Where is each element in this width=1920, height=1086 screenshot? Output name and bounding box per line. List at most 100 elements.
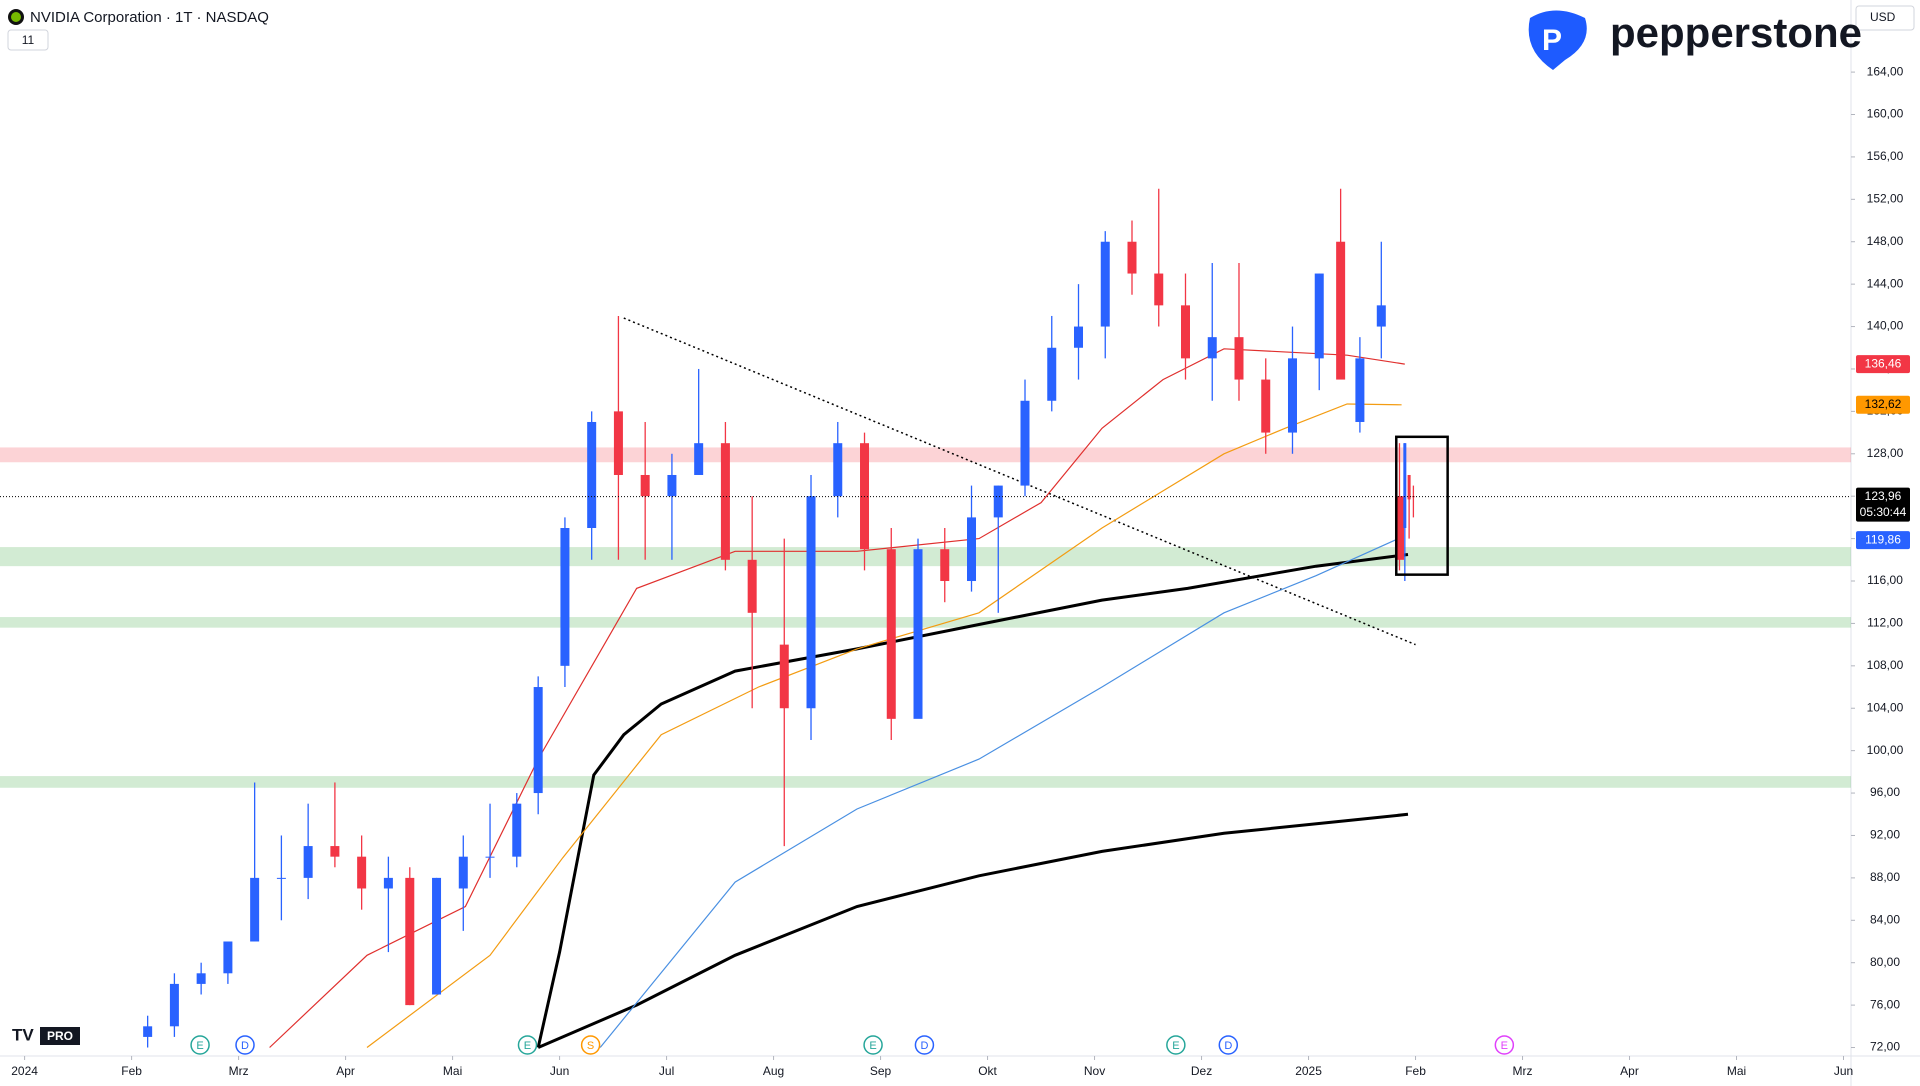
candle-body — [432, 877, 442, 995]
candle-body — [1407, 474, 1411, 500]
zone — [0, 547, 1851, 567]
y-tick-label: 116,00 — [1867, 573, 1903, 587]
candle-body — [1314, 273, 1324, 359]
zone — [0, 447, 1851, 463]
y-tick-label: 76,00 — [1870, 997, 1900, 1011]
y-tick-label: 108,00 — [1867, 658, 1904, 672]
countdown: 05:30:44 — [1860, 505, 1907, 519]
candle-body — [143, 1026, 153, 1037]
candle-body — [1127, 241, 1137, 274]
candle-body — [694, 443, 704, 475]
indicator-count[interactable] — [7, 29, 49, 51]
price-label-box — [1856, 531, 1910, 550]
event-marker — [190, 1035, 210, 1055]
candle-body — [383, 877, 393, 889]
event-marker — [580, 1035, 601, 1055]
event-label: E — [1501, 1040, 1508, 1052]
x-tick-label: Jun — [550, 1064, 569, 1078]
currency[interactable]: USD — [1870, 10, 1896, 24]
candle-body — [747, 559, 757, 613]
candle-body — [913, 549, 923, 719]
x-tick-label: Feb — [121, 1064, 142, 1078]
candle-body — [1355, 358, 1365, 422]
event-label: E — [869, 1040, 876, 1052]
y-tick-label: 160,00 — [1867, 107, 1904, 121]
candle-body — [667, 474, 677, 497]
y-tick-label: 96,00 — [1870, 785, 1900, 799]
price-label: 123,96 — [1865, 489, 1902, 503]
currency-button[interactable] — [1855, 5, 1915, 31]
candle-body — [1180, 305, 1190, 359]
y-tick-label: 144,00 — [1867, 276, 1904, 290]
price-label: 136,46 — [1865, 356, 1902, 370]
event-label: E — [196, 1040, 203, 1052]
candle-body — [485, 856, 495, 858]
candle-body — [458, 856, 468, 889]
zone — [0, 776, 1851, 788]
candle-body — [533, 687, 543, 794]
event-label: E — [524, 1040, 531, 1052]
candle-body — [779, 644, 789, 709]
y-tick-label: 72,00 — [1870, 1040, 1900, 1054]
y-tick-label: 140,00 — [1867, 319, 1904, 333]
candle-body — [512, 803, 522, 857]
brand-logo-letter: P — [1542, 24, 1562, 57]
brand-name: pepperstone — [1610, 9, 1862, 56]
candle-body — [1154, 273, 1164, 306]
x-tick-label: Nov — [1084, 1064, 1105, 1078]
candle-body — [1020, 400, 1030, 486]
candle-body — [1403, 443, 1407, 528]
y-tick-label: 112,00 — [1867, 616, 1903, 630]
event-marker — [1494, 1035, 1515, 1055]
event-marker — [235, 1035, 255, 1055]
event-label: E — [1172, 1040, 1179, 1052]
event-marker — [1166, 1035, 1186, 1055]
event-label: S — [587, 1040, 594, 1052]
event-label: D — [920, 1040, 928, 1052]
candle-body — [587, 421, 597, 528]
candle-body — [1047, 347, 1057, 401]
symbol-title[interactable]: NVIDIA Corporation · 1T · NASDAQ — [30, 9, 269, 26]
x-tick-label: Feb — [1405, 1064, 1426, 1078]
x-tick-label: Aug — [763, 1064, 784, 1078]
y-tick-label: 80,00 — [1870, 955, 1900, 969]
y-tick-label: 164,00 — [1867, 64, 1904, 78]
moving-average — [536, 553, 1409, 1048]
x-tick-label: 2024 — [11, 1064, 38, 1078]
x-tick-label: Jun — [1834, 1064, 1853, 1078]
candle-body — [250, 877, 260, 942]
x-tick-label: Mrz — [229, 1064, 249, 1078]
candle-body — [720, 443, 730, 560]
highlight-box — [1395, 435, 1449, 576]
event-marker — [863, 1035, 883, 1055]
x-tick-label: Apr — [336, 1064, 355, 1078]
event-marker — [914, 1035, 935, 1055]
candle-body — [169, 983, 179, 1027]
candle-body — [405, 877, 415, 1006]
price-label-box — [1856, 395, 1910, 414]
candle-body — [1336, 241, 1346, 380]
y-tick-label: 104,00 — [1867, 700, 1904, 714]
candle-body — [1376, 305, 1386, 327]
tv-logo: TV — [12, 1025, 34, 1044]
event-label: D — [1224, 1040, 1232, 1052]
x-tick-label: Apr — [1620, 1064, 1639, 1078]
indicator-count-text[interactable]: 11 — [22, 33, 35, 47]
y-tick-label: 84,00 — [1870, 912, 1900, 926]
price-label: 132,62 — [1865, 397, 1902, 411]
candle-body — [940, 549, 950, 582]
x-tick-label: Mai — [443, 1064, 462, 1078]
candle-body — [1074, 326, 1084, 348]
candle-body — [1100, 241, 1110, 327]
candle-body — [560, 528, 570, 666]
x-tick-label: Sep — [870, 1064, 892, 1078]
candle-body — [303, 846, 313, 878]
y-tick-label: 92,00 — [1870, 828, 1900, 842]
candle-body — [357, 856, 367, 889]
badge-text: PRO — [47, 1029, 73, 1043]
candle-body — [1234, 337, 1244, 380]
event-marker — [517, 1035, 538, 1055]
candle-body — [1207, 337, 1217, 359]
candle-body — [223, 941, 233, 974]
